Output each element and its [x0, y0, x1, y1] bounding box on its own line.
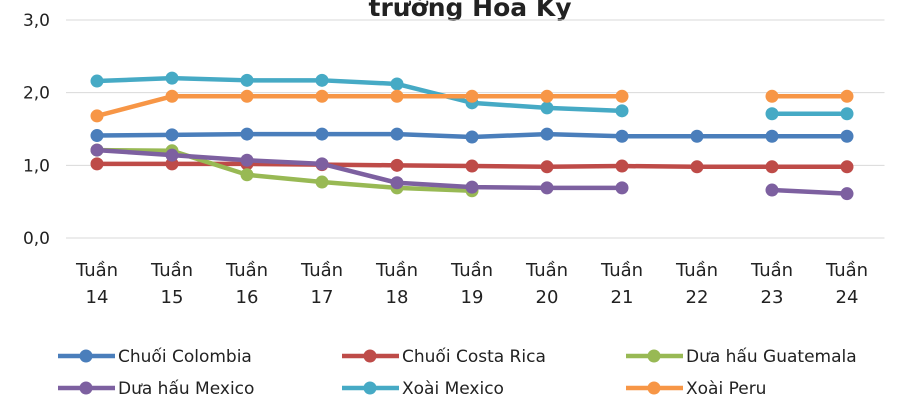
marker [90, 143, 104, 157]
marker [840, 89, 854, 103]
marker [165, 71, 179, 85]
marker [390, 127, 404, 141]
marker [90, 157, 104, 171]
marker [765, 89, 779, 103]
marker [315, 175, 329, 189]
marker [840, 160, 854, 174]
marker [840, 107, 854, 121]
legend-label: Xoài Peru [686, 379, 766, 399]
marker [465, 180, 479, 194]
marker [90, 109, 104, 123]
y-tick-label: 1,0 [23, 156, 50, 176]
marker [240, 127, 254, 141]
legend-label: Dưa hấu Guatemala [686, 346, 857, 367]
marker [840, 129, 854, 143]
y-tick-label: 3,0 [23, 11, 50, 31]
marker [765, 107, 779, 121]
marker [390, 77, 404, 91]
x-tick-label: Tuần 15 [150, 260, 194, 308]
marker [615, 129, 629, 143]
marker [90, 74, 104, 88]
marker [465, 159, 479, 173]
marker [690, 129, 704, 143]
x-tick-label: Tuần 19 [450, 260, 494, 308]
marker [690, 160, 704, 174]
marker [165, 148, 179, 162]
x-tick-label: Tuần 16 [225, 260, 269, 308]
x-tick-label: Tuần 23 [750, 260, 794, 308]
series-line [771, 187, 848, 196]
series-line [96, 147, 622, 191]
marker [390, 89, 404, 103]
legend-marker [79, 349, 93, 363]
legend-label: Dưa hấu Mexico [118, 378, 254, 399]
x-tick-label: Tuần 18 [375, 260, 419, 308]
marker [390, 158, 404, 172]
x-tick-label: Tuần 17 [300, 260, 344, 308]
marker [165, 89, 179, 103]
legend-label: Chuối Colombia [118, 346, 252, 367]
y-tick-label: 0,0 [23, 229, 50, 249]
marker [240, 73, 254, 87]
marker [540, 181, 554, 195]
marker [465, 89, 479, 103]
series-line [96, 147, 473, 194]
marker [765, 160, 779, 174]
marker [540, 89, 554, 103]
marker [540, 101, 554, 115]
marker [615, 181, 629, 195]
legend-label: Xoài Mexico [402, 379, 504, 399]
legend-marker [363, 349, 377, 363]
marker [840, 187, 854, 201]
chart-title: trường Hoa Kỳ [369, 0, 572, 22]
marker [90, 129, 104, 143]
marker [390, 176, 404, 190]
marker [315, 157, 329, 171]
marker [615, 159, 629, 173]
x-tick-label: Tuần 22 [675, 260, 719, 308]
legend-label: Chuối Costa Rica [402, 346, 546, 367]
marker [315, 73, 329, 87]
marker [240, 168, 254, 182]
marker [315, 89, 329, 103]
legend-marker [647, 381, 661, 395]
marker [615, 104, 629, 118]
marker [240, 153, 254, 167]
legend-marker [79, 381, 93, 395]
marker [615, 89, 629, 103]
series-line [96, 94, 622, 119]
x-tick-label: Tuần 14 [75, 260, 119, 308]
marker [240, 89, 254, 103]
series-line [96, 75, 623, 114]
x-tick-label: Tuần 21 [600, 260, 644, 308]
x-tick-label: Tuần 24 [825, 260, 869, 308]
marker [765, 183, 779, 197]
marker [465, 130, 479, 144]
marker [315, 127, 329, 141]
marker [540, 160, 554, 174]
x-tick-label: Tuần 20 [525, 260, 569, 308]
legend-marker [647, 349, 661, 363]
marker [540, 127, 554, 141]
marker [165, 128, 179, 142]
legend-marker [363, 381, 377, 395]
marker [765, 129, 779, 143]
y-tick-label: 2,0 [23, 84, 50, 104]
